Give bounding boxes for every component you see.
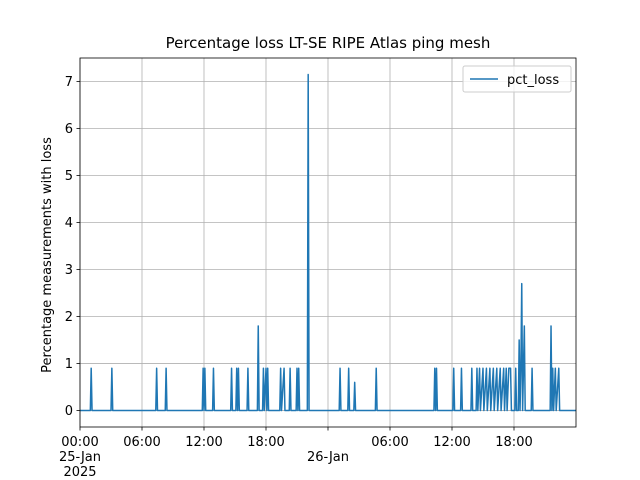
y-tick-label: 4 bbox=[65, 216, 73, 231]
y-tick-label: 7 bbox=[65, 75, 73, 90]
y-tick-label: 5 bbox=[65, 169, 73, 184]
grid-lines bbox=[79, 58, 576, 427]
y-tick-label: 3 bbox=[65, 263, 73, 278]
legend: pct_loss bbox=[462, 65, 572, 93]
y-tick-label: 2 bbox=[65, 310, 73, 325]
x-tick-label: 06:00 bbox=[123, 435, 160, 450]
x-tick-label: 00:00 bbox=[61, 435, 98, 450]
x-tick-label: 12:00 bbox=[185, 435, 222, 450]
x-tick-label: 06:00 bbox=[371, 435, 408, 450]
legend-box bbox=[462, 65, 572, 93]
y-axis-label: Percentage measurements with loss bbox=[40, 137, 55, 373]
y-tick-label: 6 bbox=[65, 122, 73, 137]
legend-label-pct-loss: pct_loss bbox=[507, 73, 559, 88]
series-group bbox=[80, 73, 576, 412]
x-tick-label: 2025 bbox=[63, 465, 96, 480]
x-tick-label: 18:00 bbox=[247, 435, 284, 450]
chart-title: Percentage loss LT-SE RIPE Atlas ping me… bbox=[166, 34, 491, 52]
x-tick-label: 12:00 bbox=[433, 435, 470, 450]
series-line-pct-loss bbox=[80, 73, 576, 412]
x-tick-label: 25-Jan bbox=[59, 450, 101, 465]
y-tick-label: 0 bbox=[65, 404, 73, 419]
y-axis-ticks: 0 1 2 3 4 5 6 7 bbox=[65, 75, 80, 419]
x-tick-label: 26-Jan bbox=[307, 450, 349, 465]
x-tick-label: 18:00 bbox=[495, 435, 532, 450]
y-tick-label: 1 bbox=[65, 357, 73, 372]
